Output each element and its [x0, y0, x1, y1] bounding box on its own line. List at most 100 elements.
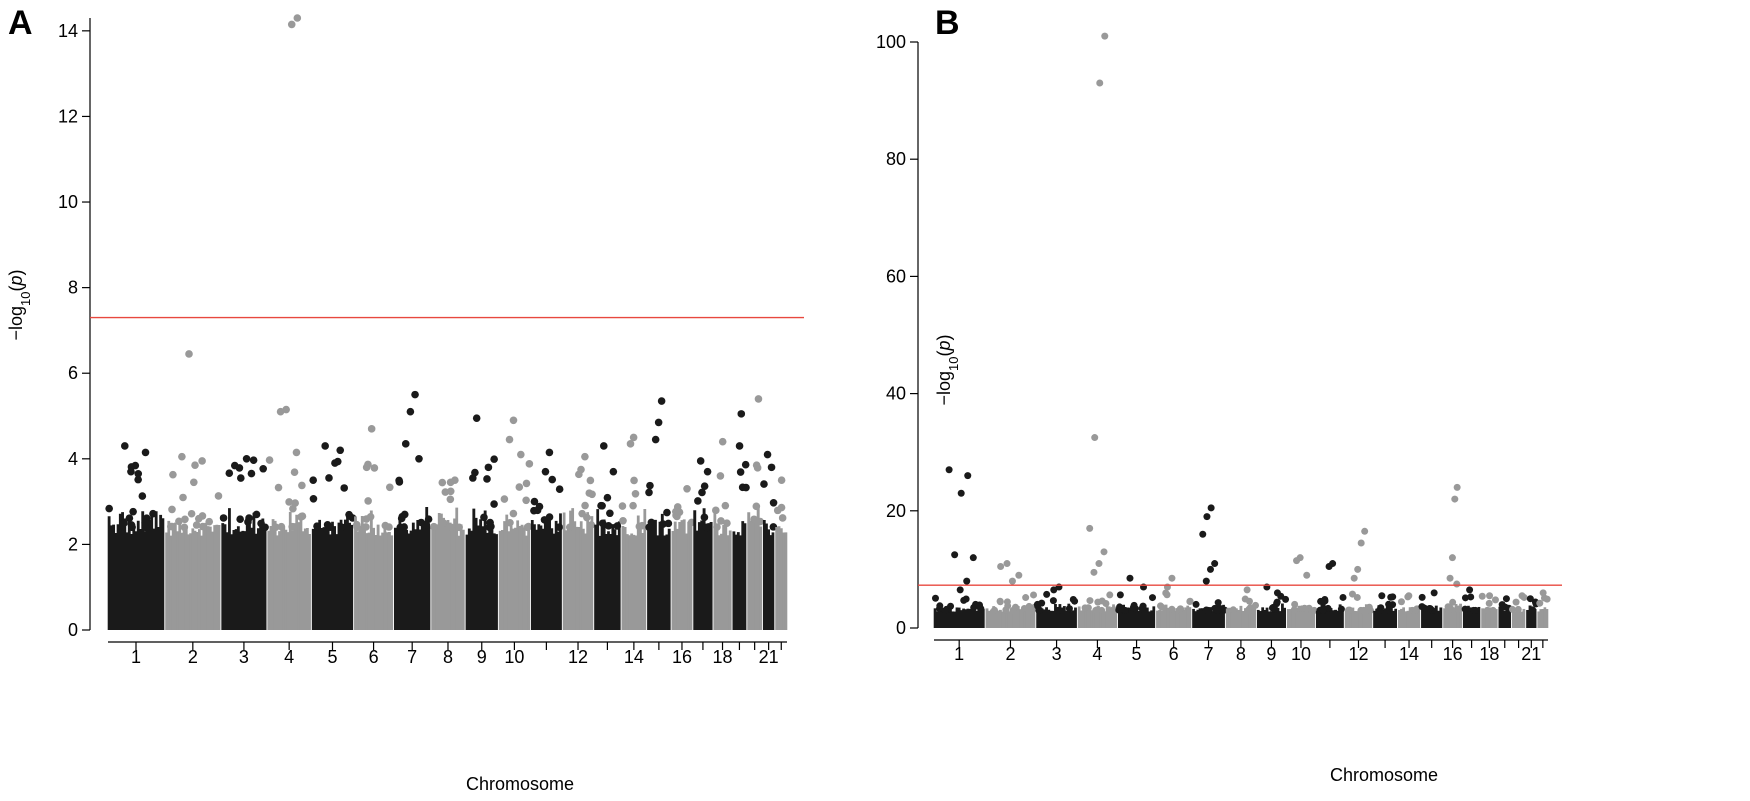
snp-peak-point — [1199, 530, 1207, 538]
panel-a-x-axis-label: Chromosome — [466, 774, 574, 794]
snp-point — [422, 521, 431, 529]
snp-peak-point — [141, 448, 150, 457]
snp-point — [1168, 605, 1176, 613]
snp-point — [1421, 604, 1429, 612]
snp-peak-point — [1211, 560, 1219, 568]
snp-point — [723, 519, 731, 527]
snp-point — [760, 480, 768, 488]
snp-point — [1229, 606, 1237, 614]
y-tick-label: 4 — [68, 449, 78, 469]
snp-point — [1319, 606, 1327, 614]
snp-point — [230, 461, 239, 470]
snp-point — [290, 468, 299, 477]
snp-point — [486, 518, 494, 527]
snp-point — [395, 478, 404, 486]
snp-point — [219, 514, 228, 522]
snp-point — [396, 523, 405, 532]
snp-point — [1491, 596, 1499, 604]
snp-point — [506, 518, 514, 527]
snp-point — [381, 521, 390, 530]
snp-peak-point — [945, 466, 953, 474]
snp-point — [555, 485, 564, 494]
snp-point — [1454, 605, 1462, 613]
snp-peak-point — [517, 450, 525, 459]
snp-peak-point — [293, 14, 302, 22]
snp-point — [555, 523, 564, 531]
snp-point — [1054, 606, 1062, 614]
snp-point — [1081, 604, 1089, 612]
snp-point — [671, 507, 680, 516]
chromosome-17-points — [1461, 586, 1481, 628]
chromosome-20-points — [1508, 592, 1528, 628]
snp-peak-point — [191, 461, 199, 470]
snp-point — [1003, 598, 1011, 606]
snp-point — [1470, 606, 1478, 614]
snp-peak-point — [951, 551, 959, 559]
x-tick-label-18: 18 — [1479, 644, 1499, 664]
x-tick-label-10: 10 — [504, 647, 524, 667]
x-tick-label-21: 21 — [1521, 644, 1541, 664]
snp-peak-point — [1486, 592, 1494, 600]
snp-point — [1069, 596, 1077, 604]
snp-point — [1485, 599, 1493, 607]
snp-peak-point — [185, 350, 193, 358]
snp-peak-point — [752, 461, 761, 470]
snp-peak-point — [1453, 483, 1461, 491]
snp-point — [1366, 606, 1374, 614]
snp-peak-point — [1325, 562, 1333, 570]
snp-point — [1449, 598, 1457, 606]
snp-point — [741, 460, 750, 469]
y-axis-label-text: −log10(p) — [6, 269, 33, 340]
snp-point — [480, 513, 488, 522]
snp-point — [990, 606, 998, 614]
snp-point — [540, 516, 549, 524]
snp-point — [297, 513, 305, 521]
chromosome-13-points — [1373, 592, 1398, 628]
chromosome-14-points — [618, 433, 647, 630]
chromosome-4-points — [1077, 32, 1118, 628]
snp-point — [1116, 591, 1124, 599]
x-tick-label-4: 4 — [1092, 644, 1102, 664]
x-tick-label-6: 6 — [369, 647, 379, 667]
snp-point — [711, 506, 720, 515]
snp-point — [1321, 597, 1329, 605]
snp-point — [700, 513, 709, 522]
snp-point — [345, 512, 354, 520]
snp-peak-point — [121, 442, 129, 450]
snp-point — [941, 606, 949, 614]
snp-point — [1445, 606, 1453, 614]
chromosome-3-points — [1033, 583, 1079, 628]
snp-peak-point — [509, 416, 518, 425]
snp-peak-point — [1361, 527, 1369, 535]
snp-peak-point — [1086, 524, 1094, 532]
snp-point — [1244, 606, 1252, 614]
snp-point — [700, 482, 709, 490]
snp-peak-point — [626, 440, 635, 448]
snp-peak-point — [292, 448, 301, 457]
snp-peak-point — [654, 418, 663, 427]
x-tick-label-12: 12 — [1348, 644, 1368, 664]
snp-point — [619, 516, 627, 525]
snp-peak-point — [505, 435, 514, 444]
snp-point — [168, 522, 176, 531]
snp-point — [141, 518, 149, 527]
snp-point — [777, 503, 786, 512]
snp-peak-point — [956, 586, 964, 594]
x-tick-label-9: 9 — [477, 647, 487, 667]
snp-peak-point — [763, 450, 772, 459]
snp-point — [1214, 599, 1222, 607]
x-tick-label-16: 16 — [1443, 644, 1463, 664]
snp-point — [1273, 598, 1281, 606]
snp-peak-point — [484, 463, 493, 472]
snp-point — [996, 598, 1004, 606]
chromosome-20-points — [747, 395, 765, 630]
snp-point — [717, 517, 725, 525]
chromosome-3-points — [219, 455, 269, 630]
snp-point — [274, 483, 283, 492]
x-tick-label-10: 10 — [1291, 644, 1311, 664]
snp-point — [1241, 595, 1249, 603]
snp-peak-point — [1466, 586, 1474, 594]
x-tick-label-8: 8 — [1236, 644, 1246, 664]
snp-point — [565, 523, 574, 532]
